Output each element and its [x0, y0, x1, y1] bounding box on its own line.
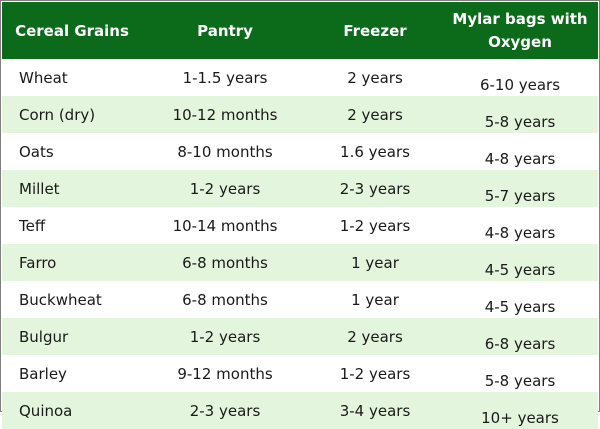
cell-grain: Farro: [2, 244, 142, 281]
table-row: Corn (dry) 10-12 months 2 years 5-8 years: [2, 96, 598, 133]
cell-freezer: 2 years: [308, 59, 442, 96]
cell-pantry: 1-2 years: [142, 318, 308, 355]
table-body: Wheat 1-1.5 years 2 years 6-10 years Corn (d…: [2, 59, 598, 429]
cell-grain: Quinoa: [2, 392, 142, 429]
cell-freezer: 1-2 years: [308, 207, 442, 244]
cell-mylar: 5-7 years: [442, 170, 598, 207]
cell-grain: Bulgur: [2, 318, 142, 355]
table-row: Quinoa 2-3 years 3-4 years 10+ years: [2, 392, 598, 429]
cell-pantry: 2-3 years: [142, 392, 308, 429]
cell-freezer: 3-4 years: [308, 392, 442, 429]
header-mylar-bags: Mylar bags with Oxygen: [442, 2, 598, 59]
cell-pantry: 8-10 months: [142, 133, 308, 170]
cell-mylar: 6-8 years: [442, 318, 598, 355]
header-row: Cereal Grains Pantry Freezer Mylar bags …: [2, 2, 598, 59]
cell-mylar: 4-5 years: [442, 244, 598, 281]
cell-mylar: 4-8 years: [442, 133, 598, 170]
cell-grain: Millet: [2, 170, 142, 207]
cell-grain: Buckwheat: [2, 281, 142, 318]
cell-mylar: 4-8 years: [442, 207, 598, 244]
cell-freezer: 1.6 years: [308, 133, 442, 170]
cell-freezer: 2 years: [308, 318, 442, 355]
table-row: Barley 9-12 months 1-2 years 5-8 years: [2, 355, 598, 392]
cell-freezer: 1-2 years: [308, 355, 442, 392]
table-row: Millet 1-2 years 2-3 years 5-7 years: [2, 170, 598, 207]
header-mylar-line1: Mylar bags with: [452, 9, 588, 28]
cell-freezer: 2-3 years: [308, 170, 442, 207]
cell-freezer: 1 year: [308, 281, 442, 318]
header-pantry: Pantry: [142, 2, 308, 59]
cell-pantry: 10-12 months: [142, 96, 308, 133]
header-mylar-line2: Oxygen: [488, 32, 552, 51]
header-freezer: Freezer: [308, 2, 442, 59]
cell-grain: Wheat: [2, 59, 142, 96]
cell-freezer: 1 year: [308, 244, 442, 281]
cell-pantry: 6-8 months: [142, 281, 308, 318]
cell-mylar: 10+ years: [442, 392, 598, 429]
table-row: Oats 8-10 months 1.6 years 4-8 years: [2, 133, 598, 170]
cell-pantry: 9-12 months: [142, 355, 308, 392]
cell-mylar: 5-8 years: [442, 355, 598, 392]
table-row: Bulgur 1-2 years 2 years 6-8 years: [2, 318, 598, 355]
table-row: Wheat 1-1.5 years 2 years 6-10 years: [2, 59, 598, 96]
cell-pantry: 10-14 months: [142, 207, 308, 244]
cell-pantry: 6-8 months: [142, 244, 308, 281]
cell-grain: Barley: [2, 355, 142, 392]
cell-mylar: 4-5 years: [442, 281, 598, 318]
cell-mylar: 6-10 years: [442, 59, 598, 96]
cell-freezer: 2 years: [308, 96, 442, 133]
table-row: Teff 10-14 months 1-2 years 4-8 years: [2, 207, 598, 244]
header-cereal-grains: Cereal Grains: [2, 2, 142, 59]
cell-grain: Corn (dry): [2, 96, 142, 133]
cell-mylar: 5-8 years: [442, 96, 598, 133]
cell-pantry: 1-1.5 years: [142, 59, 308, 96]
cell-grain: Teff: [2, 207, 142, 244]
cell-pantry: 1-2 years: [142, 170, 308, 207]
table-row: Farro 6-8 months 1 year 4-5 years: [2, 244, 598, 281]
table-row: Buckwheat 6-8 months 1 year 4-5 years: [2, 281, 598, 318]
cell-grain: Oats: [2, 133, 142, 170]
